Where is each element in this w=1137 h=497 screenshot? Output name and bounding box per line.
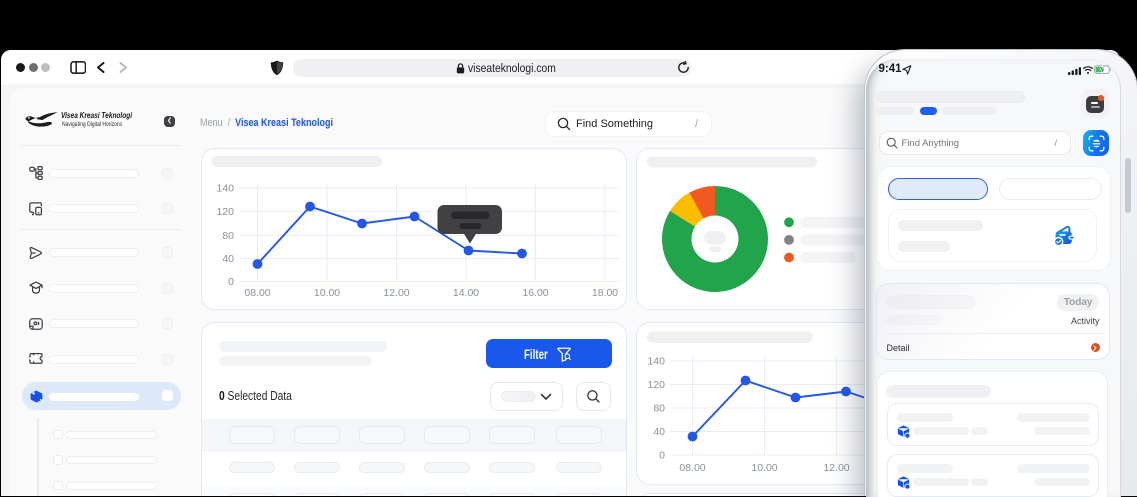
svg-text:10.00: 10.00	[314, 287, 340, 299]
svg-text:12.00: 12.00	[383, 287, 409, 299]
svg-text:08.00: 08.00	[679, 462, 705, 474]
svg-text:120: 120	[216, 206, 234, 218]
svg-text:40: 40	[222, 253, 234, 265]
svg-text:120: 120	[647, 379, 665, 391]
svg-text:140: 140	[216, 183, 234, 195]
svg-text:18.00: 18.00	[592, 287, 618, 299]
svg-text:40: 40	[653, 426, 665, 438]
svg-text:12.00: 12.00	[823, 462, 849, 474]
svg-text:0: 0	[228, 276, 234, 288]
svg-text:80: 80	[222, 230, 234, 242]
svg-text:08.00: 08.00	[244, 287, 270, 299]
svg-text:16.00: 16.00	[522, 287, 548, 299]
svg-text:14.00: 14.00	[453, 287, 479, 299]
svg-text:10.00: 10.00	[751, 462, 777, 474]
svg-text:140: 140	[647, 356, 665, 368]
svg-text:80: 80	[653, 403, 665, 415]
svg-text:0: 0	[659, 450, 665, 462]
